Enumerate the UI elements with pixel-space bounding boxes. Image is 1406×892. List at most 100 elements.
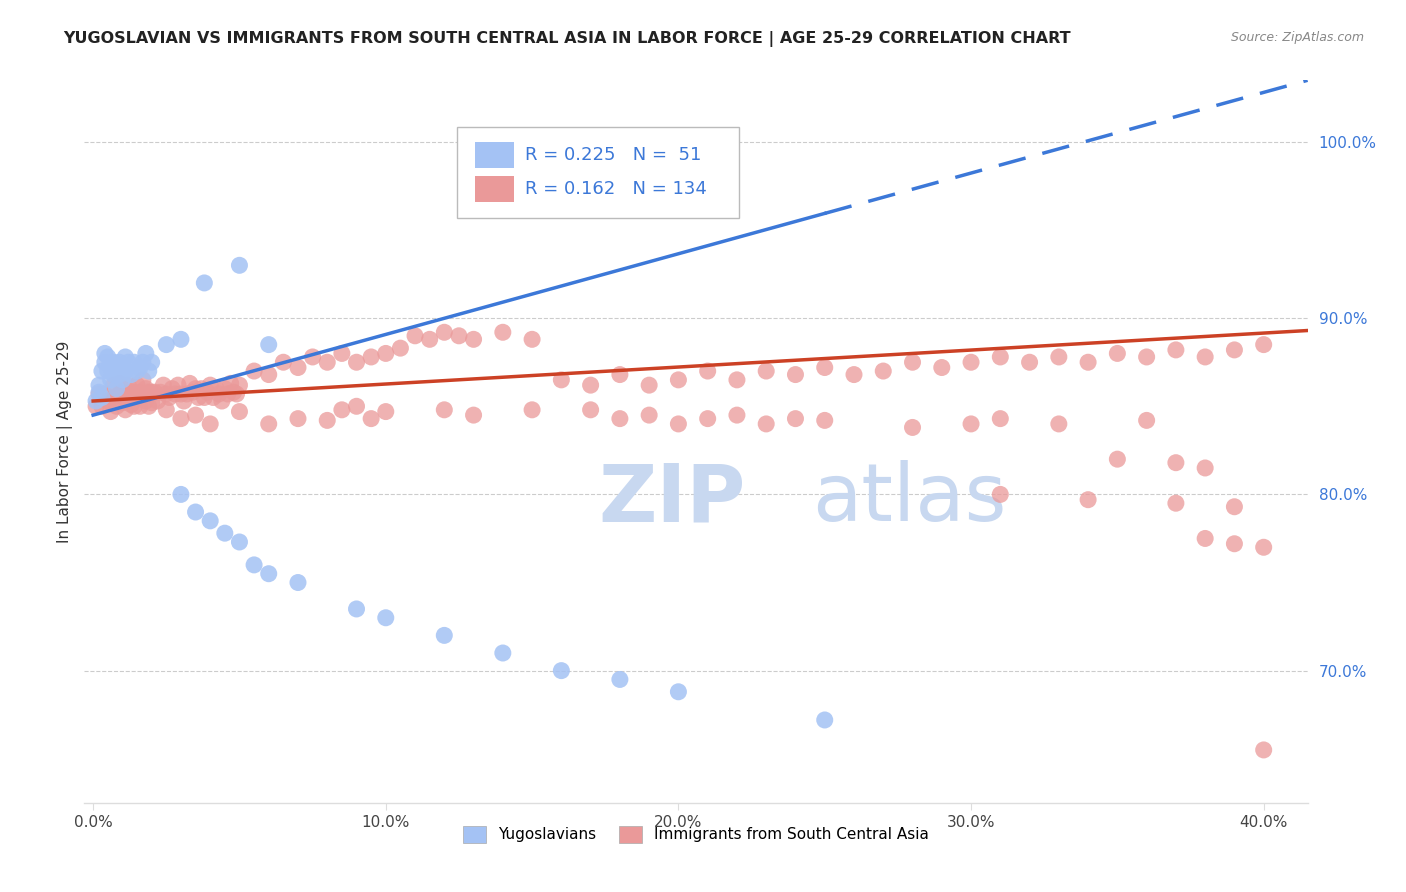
Point [1107, 452, 1129, 467]
Point [117, 391, 139, 405]
Point [228, 535, 250, 549]
Point [222, 385, 245, 400]
Point [184, 505, 207, 519]
Point [141, 355, 163, 369]
Point [228, 404, 250, 418]
Point [143, 385, 166, 400]
Point [179, 376, 201, 391]
Point [125, 364, 148, 378]
Point [198, 417, 221, 431]
Point [988, 350, 1011, 364]
Point [114, 391, 136, 405]
Point [108, 376, 131, 391]
Point [117, 378, 139, 392]
Point [122, 355, 145, 369]
Point [114, 402, 136, 417]
Point [225, 387, 247, 401]
Text: Source: ZipAtlas.com: Source: ZipAtlas.com [1230, 31, 1364, 45]
Point [157, 391, 180, 405]
Point [668, 685, 690, 699]
Point [94, 346, 117, 360]
Point [1194, 461, 1216, 475]
Point [1223, 500, 1246, 514]
Point [360, 411, 382, 425]
Point [814, 360, 837, 375]
Point [184, 408, 207, 422]
Point [550, 664, 572, 678]
Point [316, 355, 339, 369]
Point [330, 402, 353, 417]
Point [195, 385, 218, 400]
Point [257, 566, 280, 581]
Y-axis label: In Labor Force | Age 25-29: In Labor Force | Age 25-29 [58, 341, 73, 542]
Point [202, 391, 225, 405]
FancyBboxPatch shape [457, 128, 738, 218]
Point [181, 385, 204, 400]
Point [170, 332, 193, 346]
Point [419, 332, 441, 346]
Point [389, 341, 412, 355]
Point [433, 402, 456, 417]
Point [520, 402, 543, 417]
Point [638, 408, 661, 422]
Point [193, 391, 215, 405]
Point [198, 378, 221, 392]
Point [167, 378, 190, 392]
Point [228, 378, 250, 392]
Point [120, 385, 142, 400]
Point [287, 411, 309, 425]
Point [105, 360, 128, 375]
Point [114, 350, 136, 364]
Point [1107, 346, 1129, 360]
Point [94, 387, 117, 401]
Point [374, 346, 396, 360]
Point [346, 602, 368, 616]
Point [1253, 541, 1275, 555]
Point [132, 355, 155, 369]
Point [125, 391, 148, 405]
Point [187, 391, 209, 405]
Point [170, 411, 193, 425]
Point [87, 378, 110, 392]
Point [149, 385, 172, 400]
Point [1223, 537, 1246, 551]
Point [257, 417, 280, 431]
Point [374, 404, 396, 418]
Point [1077, 492, 1099, 507]
Point [374, 611, 396, 625]
Point [1253, 337, 1275, 351]
Point [165, 387, 187, 401]
Point [129, 360, 152, 375]
Point [1047, 417, 1070, 431]
Point [228, 258, 250, 272]
Point [100, 360, 122, 375]
Text: R = 0.225   N =  51: R = 0.225 N = 51 [524, 145, 702, 164]
Point [785, 411, 807, 425]
Point [579, 378, 602, 392]
Point [273, 355, 295, 369]
Point [129, 385, 152, 400]
Text: YUGOSLAVIAN VS IMMIGRANTS FROM SOUTH CENTRAL ASIA IN LABOR FORCE | AGE 25-29 COR: YUGOSLAVIAN VS IMMIGRANTS FROM SOUTH CEN… [63, 31, 1071, 47]
Point [108, 387, 131, 401]
Point [901, 355, 924, 369]
Point [217, 387, 239, 401]
Point [988, 487, 1011, 501]
Point [120, 368, 142, 382]
Point [90, 399, 112, 413]
Point [103, 391, 125, 405]
Point [138, 364, 160, 378]
Point [550, 373, 572, 387]
Point [84, 394, 107, 409]
Point [755, 417, 778, 431]
Point [447, 328, 470, 343]
Point [638, 378, 661, 392]
Point [901, 420, 924, 434]
Point [301, 350, 323, 364]
Point [90, 391, 112, 405]
Point [205, 382, 228, 396]
Point [170, 387, 193, 401]
Point [135, 394, 157, 409]
Point [190, 382, 212, 396]
Point [579, 402, 602, 417]
Point [122, 399, 145, 413]
